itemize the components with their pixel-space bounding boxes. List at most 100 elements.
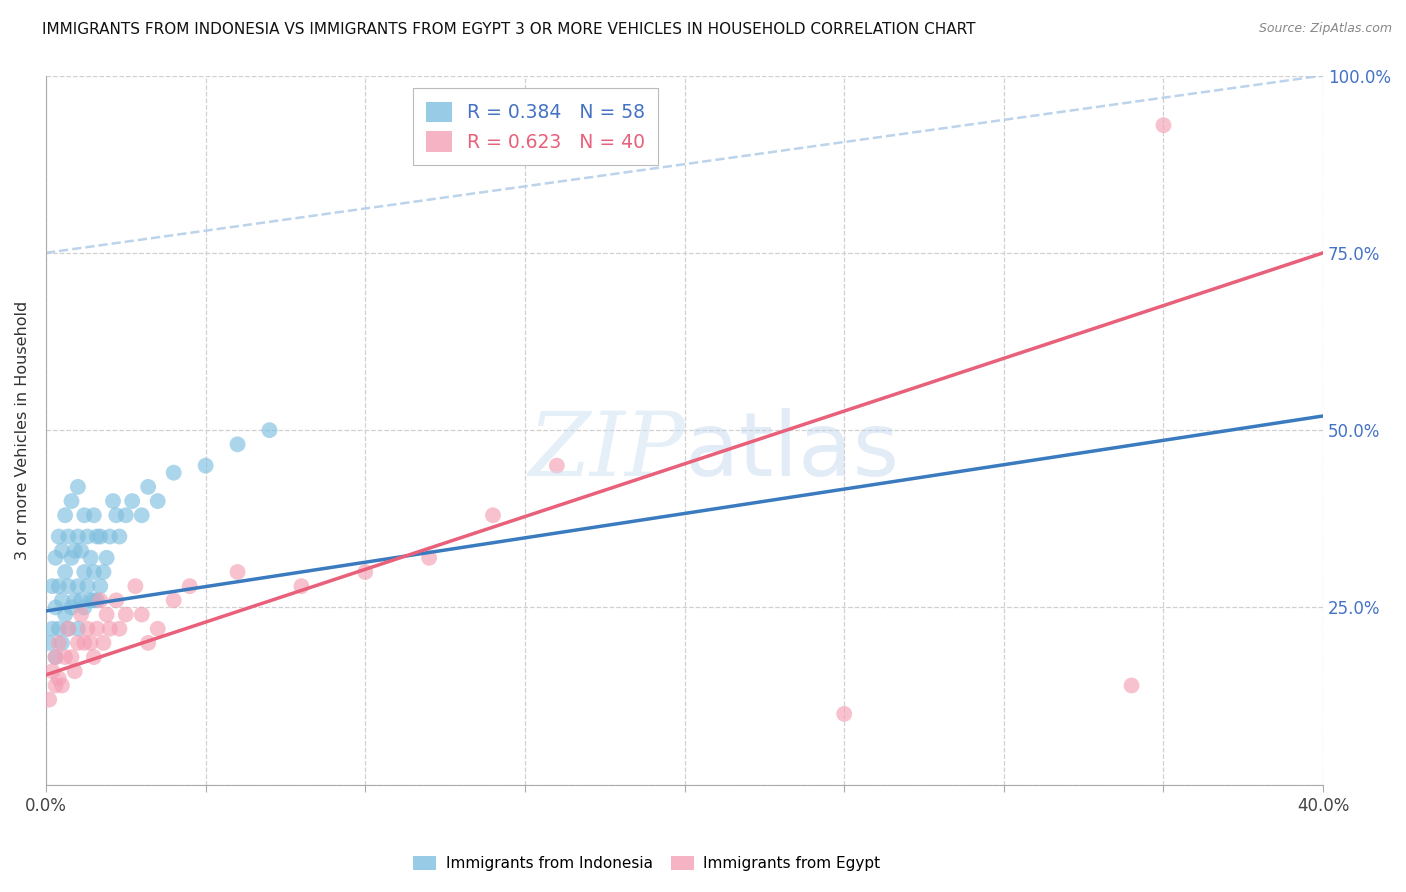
Point bbox=[163, 593, 186, 607]
Point bbox=[73, 636, 96, 650]
Point bbox=[51, 678, 73, 692]
Point bbox=[70, 607, 93, 622]
Point bbox=[83, 650, 105, 665]
Point bbox=[60, 650, 83, 665]
Point bbox=[86, 622, 108, 636]
Point bbox=[45, 650, 67, 665]
Point bbox=[226, 437, 249, 451]
Point bbox=[146, 622, 169, 636]
Point bbox=[290, 579, 312, 593]
Point bbox=[66, 636, 89, 650]
Point bbox=[58, 622, 80, 636]
Point bbox=[60, 494, 83, 508]
Point bbox=[48, 579, 70, 593]
Point bbox=[41, 622, 63, 636]
Point bbox=[63, 665, 86, 679]
Point bbox=[418, 550, 440, 565]
Point bbox=[41, 665, 63, 679]
Y-axis label: 3 or more Vehicles in Household: 3 or more Vehicles in Household bbox=[15, 301, 30, 560]
Point bbox=[79, 550, 101, 565]
Text: IMMIGRANTS FROM INDONESIA VS IMMIGRANTS FROM EGYPT 3 OR MORE VEHICLES IN HOUSEHO: IMMIGRANTS FROM INDONESIA VS IMMIGRANTS … bbox=[42, 22, 976, 37]
Point bbox=[108, 529, 131, 543]
Point bbox=[45, 550, 67, 565]
Point bbox=[70, 593, 93, 607]
Point bbox=[73, 600, 96, 615]
Point bbox=[194, 458, 217, 473]
Point bbox=[66, 579, 89, 593]
Point bbox=[114, 508, 136, 523]
Point bbox=[70, 543, 93, 558]
Point bbox=[1153, 118, 1175, 132]
Point bbox=[121, 494, 143, 508]
Point bbox=[48, 529, 70, 543]
Point bbox=[136, 480, 159, 494]
Point bbox=[45, 650, 67, 665]
Legend: Immigrants from Indonesia, Immigrants from Egypt: Immigrants from Indonesia, Immigrants fr… bbox=[408, 850, 886, 877]
Point bbox=[51, 543, 73, 558]
Point bbox=[79, 593, 101, 607]
Point bbox=[226, 565, 249, 579]
Point bbox=[60, 550, 83, 565]
Text: atlas: atlas bbox=[685, 408, 900, 495]
Point bbox=[96, 550, 118, 565]
Point bbox=[53, 508, 76, 523]
Point bbox=[105, 508, 128, 523]
Point bbox=[66, 622, 89, 636]
Point bbox=[86, 593, 108, 607]
Point bbox=[1121, 678, 1143, 692]
Point bbox=[89, 593, 111, 607]
Point bbox=[98, 622, 121, 636]
Point bbox=[89, 529, 111, 543]
Point bbox=[101, 494, 124, 508]
Point bbox=[832, 706, 855, 721]
Point bbox=[83, 565, 105, 579]
Point bbox=[131, 607, 153, 622]
Point bbox=[83, 508, 105, 523]
Point bbox=[51, 636, 73, 650]
Point bbox=[38, 692, 60, 706]
Point bbox=[38, 636, 60, 650]
Point bbox=[482, 508, 505, 523]
Point bbox=[45, 678, 67, 692]
Point bbox=[60, 600, 83, 615]
Point bbox=[58, 529, 80, 543]
Point bbox=[86, 529, 108, 543]
Point bbox=[98, 529, 121, 543]
Point bbox=[66, 529, 89, 543]
Point bbox=[63, 593, 86, 607]
Point bbox=[96, 607, 118, 622]
Point bbox=[546, 458, 568, 473]
Point bbox=[51, 593, 73, 607]
Point bbox=[108, 622, 131, 636]
Point bbox=[146, 494, 169, 508]
Point bbox=[83, 593, 105, 607]
Point bbox=[63, 543, 86, 558]
Point bbox=[53, 607, 76, 622]
Point bbox=[259, 423, 281, 437]
Point bbox=[66, 480, 89, 494]
Point bbox=[93, 636, 115, 650]
Point bbox=[354, 565, 377, 579]
Point bbox=[76, 529, 98, 543]
Point bbox=[93, 565, 115, 579]
Point bbox=[136, 636, 159, 650]
Point bbox=[48, 636, 70, 650]
Point bbox=[179, 579, 201, 593]
Text: Source: ZipAtlas.com: Source: ZipAtlas.com bbox=[1258, 22, 1392, 36]
Point bbox=[89, 579, 111, 593]
Point bbox=[76, 622, 98, 636]
Point bbox=[45, 600, 67, 615]
Point bbox=[76, 579, 98, 593]
Point bbox=[41, 579, 63, 593]
Point bbox=[105, 593, 128, 607]
Point bbox=[114, 607, 136, 622]
Point bbox=[73, 508, 96, 523]
Point bbox=[131, 508, 153, 523]
Point bbox=[48, 622, 70, 636]
Point bbox=[58, 622, 80, 636]
Legend: R = 0.384   N = 58, R = 0.623   N = 40: R = 0.384 N = 58, R = 0.623 N = 40 bbox=[413, 88, 658, 165]
Point bbox=[58, 579, 80, 593]
Point bbox=[53, 650, 76, 665]
Point bbox=[79, 636, 101, 650]
Point bbox=[163, 466, 186, 480]
